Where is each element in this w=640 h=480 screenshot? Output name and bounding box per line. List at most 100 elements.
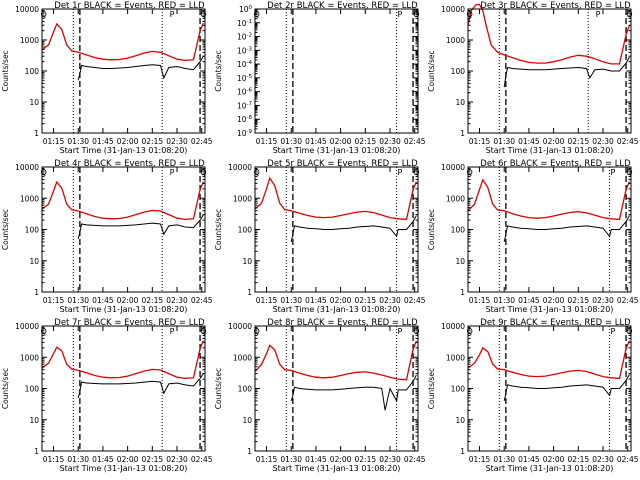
plot-frame [41, 166, 206, 293]
x-tick-label: 01:30 [67, 296, 89, 305]
y-tick-label: 1 [247, 447, 252, 456]
y-tick-label: 10 [29, 416, 39, 425]
y-tick-label: 100 [238, 226, 253, 235]
y-tick-label: 1000 [20, 194, 39, 203]
x-tick-label: 02:00 [330, 296, 352, 305]
x-tick-label: 02:00 [543, 137, 565, 146]
segment-marker: Q [413, 168, 419, 177]
y-tick-label: 100 [25, 67, 40, 76]
x-tick-label: 02:45 [617, 455, 639, 464]
y-tick-label: 1 [247, 288, 252, 297]
segment-marker: Q [200, 327, 206, 336]
x-tick-label: 01:45 [92, 137, 114, 146]
lld-series-line [467, 178, 630, 221]
y-tick-label: 10 [29, 98, 39, 107]
segment-marker: Q [626, 168, 632, 177]
y-tick-label: 1000 [233, 353, 252, 362]
segment-marker: Q [40, 327, 46, 336]
x-axis-label: Start Time (31-Jan-13 01:08:20) [273, 464, 401, 473]
segment-marker: Q [466, 10, 472, 19]
x-tick-label: 02:45 [617, 296, 639, 305]
segment-marker: Q [253, 10, 259, 19]
x-tick-label: 01:45 [92, 455, 114, 464]
y-axis-label: Counts/sec [1, 209, 10, 250]
y-axis-label: Counts/sec [214, 50, 223, 91]
y-axis-label: Counts/sec [427, 368, 436, 409]
segment-marker: P [397, 10, 402, 19]
x-tick-label: 02:15 [568, 137, 590, 146]
x-tick-label: 02:00 [543, 455, 565, 464]
x-tick-label: 02:45 [191, 455, 213, 464]
x-tick-label: 02:00 [330, 455, 352, 464]
y-tick-label: 10000 [15, 322, 39, 331]
x-tick-label: 02:30 [166, 455, 188, 464]
y-tick-label: 10-3 [237, 46, 253, 55]
y-tick-label: 100 [239, 5, 253, 14]
y-tick-label: 100 [451, 226, 466, 235]
events-series-line [503, 56, 630, 88]
y-tick-label: 1 [34, 447, 39, 456]
x-tick-label: 01:45 [305, 137, 327, 146]
y-tick-label: 100 [451, 385, 466, 394]
segment-marker: Q [253, 168, 259, 177]
y-tick-label: 1 [460, 447, 465, 456]
x-tick-label: 01:30 [280, 296, 302, 305]
y-tick-label: 1000 [233, 194, 252, 203]
x-tick-label: 02:30 [592, 296, 614, 305]
y-tick-label: 100 [25, 226, 40, 235]
y-tick-label: 10000 [15, 5, 39, 14]
y-tick-label: 10-5 [237, 74, 253, 83]
y-tick-label: 10 [455, 257, 465, 266]
segment-marker: Q [200, 10, 206, 19]
plot-panel-det-7r: 01:15 01:30 01:45 02:00 02:15 02:30 02:45 1 10 10… [1, 318, 213, 473]
x-tick-label: 01:15 [43, 455, 65, 464]
y-tick-label: 10000 [441, 5, 465, 14]
x-axis-label: Start Time (31-Jan-13 01:08:20) [60, 146, 188, 155]
y-tick-label: 10-2 [237, 33, 252, 42]
x-tick-label: 02:45 [404, 296, 426, 305]
lld-series-line [41, 340, 204, 380]
events-series-line [77, 373, 204, 399]
x-tick-label: 02:30 [379, 137, 401, 146]
plot-frame [467, 8, 632, 134]
y-tick-label: 10000 [441, 163, 465, 172]
x-tick-label: 02:15 [568, 296, 590, 305]
panel-title: Det 1r BLACK = Events, RED = LLD [54, 1, 205, 11]
x-tick-label: 01:15 [469, 296, 491, 305]
x-tick-label: 01:15 [256, 137, 278, 146]
plot-panel-det-1r: 01:15 01:30 01:45 02:00 02:15 02:30 02:45 1 10 10… [1, 1, 213, 155]
x-tick-label: 01:45 [518, 455, 540, 464]
x-tick-label: 02:15 [355, 455, 377, 464]
x-tick-label: 01:15 [43, 137, 65, 146]
x-tick-label: 01:15 [469, 137, 491, 146]
panel-title: Det 7r BLACK = Events, RED = LLD [54, 318, 205, 328]
segment-marker: P [397, 168, 402, 177]
segment-marker: Q [40, 168, 46, 177]
x-tick-label: 02:00 [330, 137, 352, 146]
segment-marker: Q [253, 327, 259, 336]
x-tick-label: 01:15 [43, 296, 65, 305]
segment-marker: Q [626, 327, 632, 336]
x-tick-label: 02:30 [379, 455, 401, 464]
y-tick-label: 10-1 [237, 19, 252, 28]
lld-series-line [41, 22, 204, 62]
x-tick-label: 01:45 [518, 137, 540, 146]
y-tick-label: 1000 [20, 36, 39, 45]
x-tick-label: 02:15 [142, 137, 164, 146]
plot-frame [254, 8, 419, 134]
events-series-line [503, 215, 630, 243]
y-tick-label: 10000 [228, 322, 252, 331]
x-tick-label: 02:45 [404, 137, 426, 146]
x-tick-label: 02:45 [191, 137, 213, 146]
segment-marker: Q [466, 168, 472, 177]
x-tick-label: 01:45 [518, 296, 540, 305]
panel-title: Det 5r BLACK = Events, RED = LLD [267, 159, 418, 169]
segment-marker: P [397, 327, 402, 336]
panel-title: Det 8r BLACK = Events, RED = LLD [267, 318, 418, 328]
y-tick-label: 1000 [446, 194, 465, 203]
plot-frame [254, 325, 419, 452]
x-tick-label: 02:00 [117, 137, 139, 146]
x-axis-label: Start Time (31-Jan-13 01:08:20) [486, 305, 614, 314]
segment-marker: P [170, 327, 175, 336]
